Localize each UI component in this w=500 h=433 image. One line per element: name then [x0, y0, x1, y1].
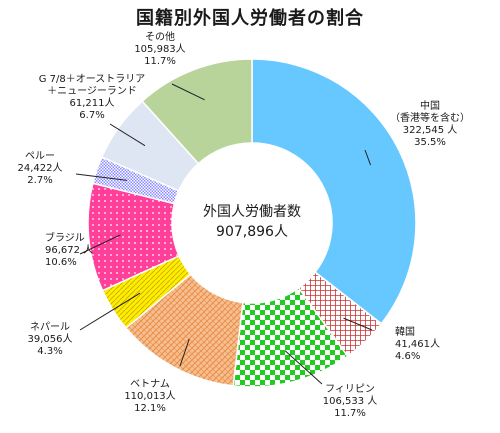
slice-label-3: フィリピン 106,533 人 11.7%: [323, 383, 378, 419]
slice-label-3-name-0: フィリピン: [325, 383, 375, 395]
center-label: 外国人労働者数 907,896人: [203, 204, 301, 240]
slice-label-3-percent: 11.7%: [334, 408, 366, 419]
slice-label-4-value: 110,013人: [124, 390, 175, 402]
slice-label-1-name-1: （香港等を含む）: [390, 111, 470, 124]
leader-line-4: [179, 338, 190, 367]
slice-label-2-value: 41,461人: [395, 338, 440, 350]
slice-label-7-value: 24,422人: [18, 162, 63, 174]
slice-label-4: ベトナム 110,013人 12.1%: [124, 378, 175, 414]
leader-line-7: [75, 173, 128, 181]
leader-line-1: [364, 149, 372, 166]
slice-label-9-value: 105,983人: [134, 43, 185, 55]
center-label-line-2: 907,896人: [216, 224, 288, 240]
center-label-line-1: 外国人労働者数: [203, 204, 301, 220]
slice-label-4-percent: 12.1%: [134, 403, 166, 414]
slice-1: [251, 58, 417, 325]
chart-title: 国籍別外国人労働者の割合: [136, 8, 364, 29]
slice-label-1: 中国（香港等を含む） 322,545 人 35.5%: [390, 99, 470, 148]
leader-line-5: [79, 292, 141, 331]
slice-label-9-name-0: その他: [145, 30, 175, 43]
slice-label-1-name-0: 中国: [420, 99, 440, 112]
slice-label-6-percent: 10.6%: [45, 257, 77, 268]
slice-9: [141, 58, 253, 165]
slice-label-6-value: 96,672 人: [45, 244, 93, 256]
slice-label-6-name-0: ブラジル: [45, 231, 85, 244]
leader-lines: [75, 83, 373, 385]
slice-label-2-percent: 4.6%: [395, 351, 420, 362]
slice-label-7: ペルー 24,422人 2.7%: [18, 151, 63, 186]
slice-label-8-name-0: G 7/8＋オーストラリア: [39, 73, 146, 85]
leader-line-2: [343, 317, 373, 331]
slice-label-2-name-0: 韓国: [395, 326, 415, 338]
slice-label-7-percent: 2.7%: [27, 175, 52, 186]
slice-label-8-percent: 6.7%: [79, 110, 104, 121]
leader-line-3: [284, 350, 323, 385]
slice-label-4-name-0: ベトナム: [130, 378, 170, 390]
slices-group: [87, 58, 417, 388]
slice-label-1-percent: 35.5%: [414, 137, 446, 148]
leader-line-6: [79, 234, 121, 255]
slice-label-8-value: 61,211人: [70, 97, 115, 109]
slice-label-7-name-0: ペルー: [25, 151, 55, 162]
slice-label-1-value: 322,545 人: [403, 124, 458, 136]
slice-label-9: その他 105,983人 11.7%: [134, 30, 185, 67]
leader-line-8: [109, 123, 146, 147]
slice-labels: 中国（香港等を含む） 322,545 人 35.5% 韓国 41,461人 4.6% フィリ…: [18, 30, 471, 419]
slice-label-3-value: 106,533 人: [323, 395, 378, 407]
slice-label-8: G 7/8＋オーストラリア＋ニュージーランド 61,211人 6.7%: [39, 73, 146, 121]
slice-label-5-percent: 4.3%: [37, 346, 62, 357]
slice-label-5-name-0: ネパール: [30, 321, 70, 333]
slice-label-6: ブラジル 96,672 人 10.6%: [45, 231, 93, 268]
slice-label-2: 韓国 41,461人 4.6%: [395, 326, 440, 362]
slice-label-9-percent: 11.7%: [144, 56, 176, 67]
leader-line-9: [171, 83, 205, 101]
slice-label-8-name-1: ＋ニュージーランド: [47, 85, 137, 97]
slice-label-5-value: 39,056人: [28, 333, 73, 345]
slice-label-5: ネパール 39,056人 4.3%: [28, 321, 73, 357]
